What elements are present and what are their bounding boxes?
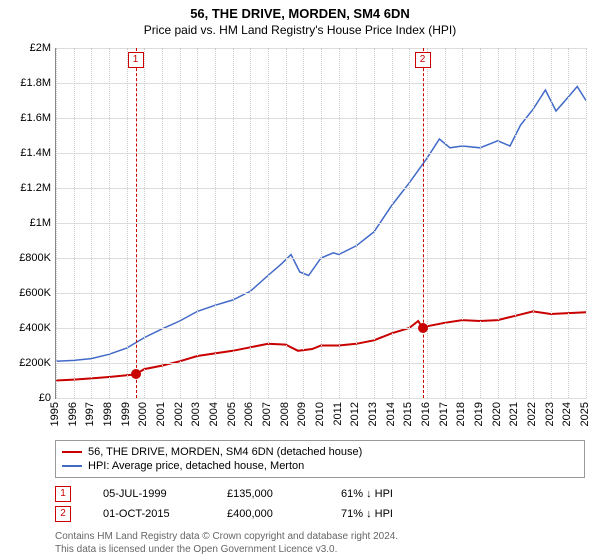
- chart-area: 12 £0£200K£400K£600K£800K£1M£1.2M£1.4M£1…: [55, 48, 585, 398]
- footer: Contains HM Land Registry data © Crown c…: [55, 530, 585, 556]
- x-axis-label: 2018: [455, 402, 467, 426]
- chart-subtitle: Price paid vs. HM Land Registry's House …: [0, 21, 600, 37]
- legend-row-property: 56, THE DRIVE, MORDEN, SM4 6DN (detached…: [62, 445, 578, 459]
- event-marker-1: 1: [55, 486, 71, 502]
- event-price-2: £400,000: [227, 508, 317, 520]
- legend-block: 56, THE DRIVE, MORDEN, SM4 6DN (detached…: [55, 440, 585, 556]
- x-axis-label: 2023: [544, 402, 556, 426]
- price-marker: [418, 323, 428, 333]
- x-axis-label: 2020: [491, 402, 503, 426]
- event-delta-1: 61% ↓ HPI: [341, 488, 393, 500]
- x-axis-label: 2019: [473, 402, 485, 426]
- event-delta-2: 71% ↓ HPI: [341, 508, 393, 520]
- x-axis-label: 2002: [173, 402, 185, 426]
- y-axis-label: £2M: [1, 42, 51, 54]
- x-axis-label: 2022: [526, 402, 538, 426]
- y-axis-label: £1.8M: [1, 77, 51, 89]
- x-axis-label: 2011: [332, 402, 344, 426]
- legend-box: 56, THE DRIVE, MORDEN, SM4 6DN (detached…: [55, 440, 585, 478]
- plot-region: 12: [55, 48, 586, 399]
- event-row-1: 1 05-JUL-1999 £135,000 61% ↓ HPI: [55, 484, 585, 504]
- y-axis-label: £1.4M: [1, 147, 51, 159]
- event-date-1: 05-JUL-1999: [103, 488, 203, 500]
- x-axis-label: 1996: [67, 402, 79, 426]
- y-axis-label: £200K: [1, 357, 51, 369]
- chart-title: 56, THE DRIVE, MORDEN, SM4 6DN: [0, 0, 600, 21]
- event-row-2: 2 01-OCT-2015 £400,000 71% ↓ HPI: [55, 504, 585, 524]
- legend-swatch-property: [62, 451, 82, 453]
- x-axis-label: 2005: [226, 402, 238, 426]
- footer-line2: This data is licensed under the Open Gov…: [55, 543, 585, 556]
- legend-swatch-hpi: [62, 465, 82, 467]
- x-axis-label: 1999: [120, 402, 132, 426]
- y-axis-label: £400K: [1, 322, 51, 334]
- event-date-2: 01-OCT-2015: [103, 508, 203, 520]
- y-axis-label: £1.6M: [1, 112, 51, 124]
- x-axis-label: 2007: [261, 402, 273, 426]
- y-axis-label: £600K: [1, 287, 51, 299]
- x-axis-label: 2025: [579, 402, 591, 426]
- x-axis-label: 2001: [155, 402, 167, 426]
- event-table: 1 05-JUL-1999 £135,000 61% ↓ HPI 2 01-OC…: [55, 484, 585, 524]
- x-axis-label: 1998: [102, 402, 114, 426]
- legend-label-hpi: HPI: Average price, detached house, Mert…: [88, 460, 304, 472]
- y-axis-label: £0: [1, 392, 51, 404]
- x-axis-label: 2016: [420, 402, 432, 426]
- x-axis-label: 2010: [314, 402, 326, 426]
- event-price-1: £135,000: [227, 488, 317, 500]
- event-marker-2: 2: [55, 506, 71, 522]
- x-axis-label: 2009: [296, 402, 308, 426]
- event-flag: 2: [415, 52, 431, 68]
- x-axis-label: 2004: [208, 402, 220, 426]
- legend-row-hpi: HPI: Average price, detached house, Mert…: [62, 459, 578, 473]
- x-axis-label: 2024: [561, 402, 573, 426]
- x-axis-label: 2015: [402, 402, 414, 426]
- legend-label-property: 56, THE DRIVE, MORDEN, SM4 6DN (detached…: [88, 446, 362, 458]
- footer-line1: Contains HM Land Registry data © Crown c…: [55, 530, 585, 543]
- x-axis-label: 2021: [508, 402, 520, 426]
- x-axis-label: 2006: [243, 402, 255, 426]
- x-axis-label: 2008: [279, 402, 291, 426]
- y-axis-label: £1M: [1, 217, 51, 229]
- x-axis-label: 2003: [190, 402, 202, 426]
- x-axis-label: 2000: [137, 402, 149, 426]
- y-axis-label: £1.2M: [1, 182, 51, 194]
- price-marker: [131, 369, 141, 379]
- y-axis-label: £800K: [1, 252, 51, 264]
- x-axis-label: 2014: [385, 402, 397, 426]
- event-flag: 1: [128, 52, 144, 68]
- x-axis-label: 2012: [349, 402, 361, 426]
- x-axis-label: 2013: [367, 402, 379, 426]
- x-axis-label: 1997: [84, 402, 96, 426]
- chart-container: 56, THE DRIVE, MORDEN, SM4 6DN Price pai…: [0, 0, 600, 560]
- x-axis-label: 2017: [438, 402, 450, 426]
- x-axis-label: 1995: [49, 402, 61, 426]
